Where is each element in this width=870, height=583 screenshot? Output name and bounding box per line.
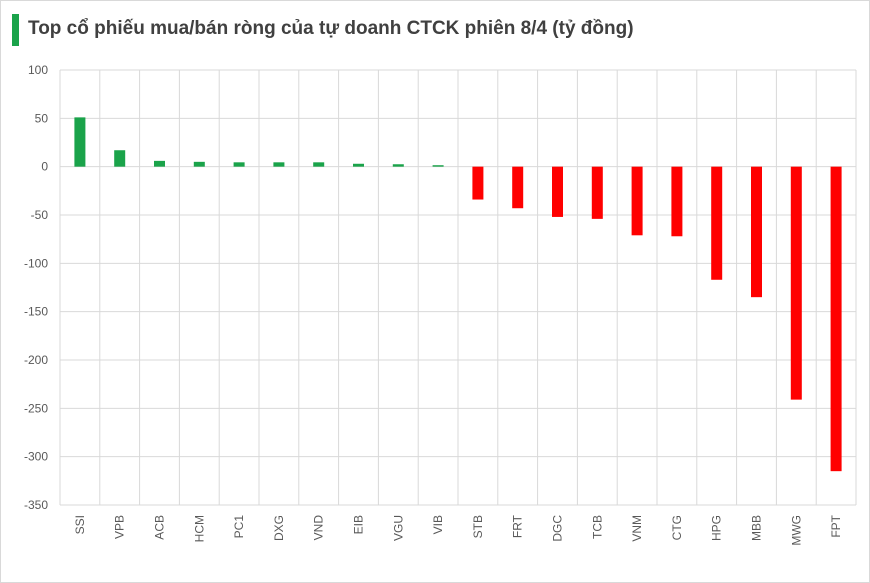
bar-dxg <box>273 162 285 167</box>
title-accent-bar <box>12 14 19 46</box>
bar-vnm <box>631 166 643 236</box>
x-tick-label: FRT <box>511 514 525 538</box>
y-tick-label: -150 <box>24 305 48 319</box>
x-tick-label: SSI <box>73 515 87 534</box>
x-tick-label: VPB <box>113 515 127 539</box>
y-tick-label: -350 <box>24 498 48 512</box>
x-tick-label: MWG <box>789 515 803 546</box>
bar-ctg <box>671 166 683 237</box>
bar-dgc <box>552 166 563 217</box>
bar-vgu <box>392 164 404 167</box>
bar-acb <box>154 160 165 167</box>
x-tick-label: DGC <box>551 515 565 542</box>
x-tick-label: DXG <box>272 515 286 541</box>
chart-title: Top cổ phiếu mua/bán ròng của tự doanh C… <box>28 18 634 39</box>
x-tick-label: EIB <box>352 515 366 534</box>
bar-frt <box>512 166 524 209</box>
x-tick-label: VGU <box>391 515 405 541</box>
x-tick-label: TCB <box>590 515 604 539</box>
y-tick-label: 100 <box>28 63 48 77</box>
bar-tcb <box>591 166 603 219</box>
x-tick-label: VNM <box>630 515 644 542</box>
bar-fpt <box>830 166 842 472</box>
bar-ssi <box>74 117 86 167</box>
y-tick-label: -250 <box>24 401 48 415</box>
bar-mbb <box>751 166 762 298</box>
bar-vpb <box>114 150 126 167</box>
y-tick-label: -200 <box>24 353 48 367</box>
y-tick-label: 50 <box>35 111 49 125</box>
bar-mwg <box>790 166 802 400</box>
x-tick-label: CTG <box>670 515 684 540</box>
y-tick-label: -50 <box>31 208 49 222</box>
bar-vib <box>432 165 444 167</box>
x-tick-label: VND <box>312 515 326 541</box>
bar-hpg <box>711 166 723 280</box>
x-tick-label: MBB <box>750 515 764 541</box>
bar-eib <box>353 163 364 167</box>
y-tick-label: 0 <box>41 160 48 174</box>
y-tick-label: -100 <box>24 256 48 270</box>
bar-stb <box>472 166 484 200</box>
x-tick-label: ACB <box>153 515 167 540</box>
x-tick-label: HPG <box>710 515 724 541</box>
bar-pc1 <box>233 162 245 167</box>
y-tick-label: -300 <box>24 450 48 464</box>
x-tick-label: PC1 <box>232 515 246 539</box>
x-tick-label: VIB <box>431 515 445 534</box>
x-tick-label: STB <box>471 515 485 538</box>
x-tick-label: FPT <box>829 514 843 537</box>
bar-hcm <box>193 161 205 167</box>
bar-vnd <box>313 162 325 167</box>
x-tick-label: HCM <box>192 515 206 542</box>
